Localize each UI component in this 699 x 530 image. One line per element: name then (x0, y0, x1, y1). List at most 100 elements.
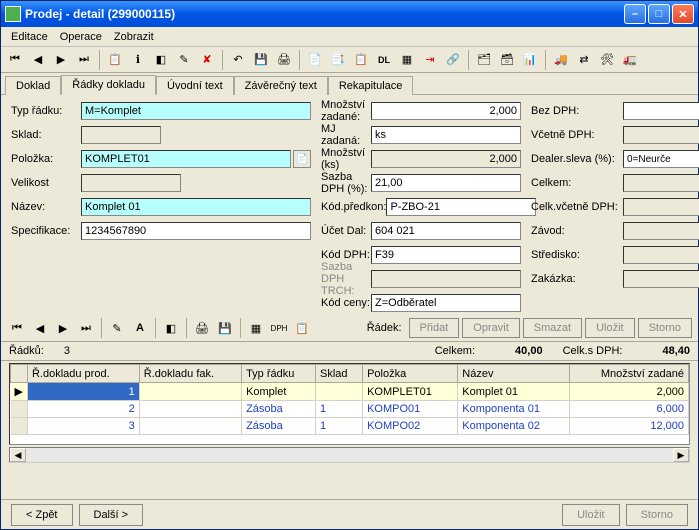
lbl-celk-vcetne-dph: Celk.včetně DPH: (531, 201, 623, 213)
grid-icon[interactable]: ▦ (397, 50, 417, 70)
tool3-icon[interactable]: 📊 (520, 50, 540, 70)
dl-icon[interactable]: DL (374, 50, 394, 70)
velikost-field[interactable] (81, 174, 181, 192)
delete-icon[interactable]: ✘ (197, 50, 217, 70)
menu-zobrazit[interactable]: Zobrazit (108, 29, 160, 45)
toolbar: ⏮ ◀ ▶ ⏭ 📋 ℹ ◧ ✎ ✘ ↶ 💾 🖨 📄 📑 📋 DL ▦ ⇥ 🔗 🗂… (1, 47, 698, 73)
row-eraser-icon[interactable]: ◧ (161, 318, 181, 338)
typ-radku-field[interactable] (81, 102, 311, 120)
grid[interactable]: Ř.dokladu prod.Ř.dokladu fak.Typ řádkuSk… (9, 363, 690, 445)
print-icon[interactable]: 🖨 (274, 50, 294, 70)
row-nav-next-icon[interactable]: ▶ (53, 318, 73, 338)
minimize-button[interactable]: – (624, 4, 646, 24)
sazba-dph-trch-field (371, 270, 521, 288)
row-doc-icon[interactable]: 📋 (292, 318, 312, 338)
doc3-icon[interactable]: 📋 (351, 50, 371, 70)
summary-bar: Řádků: 3 Celkem: 40,00 Celk.s DPH: 48,40 (1, 341, 698, 361)
ulozit-row-button[interactable]: Uložit (585, 318, 635, 338)
polozka-lookup-button[interactable]: 📄 (293, 150, 311, 168)
row-nav-first-icon[interactable]: ⏮ (7, 318, 27, 338)
grid-col-3[interactable]: Sklad (315, 365, 362, 383)
tool1-icon[interactable]: 🗂 (474, 50, 494, 70)
eraser-icon[interactable]: ◧ (151, 50, 171, 70)
menu-editace[interactable]: Editace (5, 29, 54, 45)
scroll-right-icon[interactable]: ▶ (673, 448, 689, 462)
tool4-icon[interactable]: 🚚 (551, 50, 571, 70)
zavod-field[interactable] (623, 222, 699, 240)
nazev-field[interactable] (81, 198, 311, 216)
ucet-dal-field[interactable] (371, 222, 521, 240)
table-row[interactable]: 3Zásoba1KOMPO02Komponenta 0212,000 (11, 418, 689, 435)
nav-prev-icon[interactable]: ◀ (28, 50, 48, 70)
dealer-sleva-select[interactable] (623, 150, 699, 168)
smazat-button[interactable]: Smazat (523, 318, 582, 338)
tool2-icon[interactable]: 🗃 (497, 50, 517, 70)
sazba-dph-field[interactable] (371, 174, 521, 192)
link-icon[interactable]: 🔗 (443, 50, 463, 70)
table-row[interactable]: 2Zásoba1KOMPO01Komponenta 016,000 (11, 401, 689, 418)
tool7-icon[interactable]: 🚛 (620, 50, 640, 70)
pridat-button[interactable]: Přidat (409, 318, 460, 338)
polozka-field[interactable] (81, 150, 291, 168)
grid-col-4[interactable]: Položka (363, 365, 458, 383)
doc1-icon[interactable]: 📄 (305, 50, 325, 70)
row-nav-last-icon[interactable]: ⏭ (76, 318, 96, 338)
maximize-button[interactable]: □ (648, 4, 670, 24)
menu-operace[interactable]: Operace (54, 29, 108, 45)
ulozit-button[interactable]: Uložit (562, 504, 620, 526)
kod-dph-field[interactable] (371, 246, 521, 264)
row-grid-icon[interactable]: ▦ (246, 318, 266, 338)
nav-first-icon[interactable]: ⏮ (5, 50, 25, 70)
lbl-zavod: Závod: (531, 225, 623, 237)
mnozstvi-zadane-field[interactable] (371, 102, 521, 120)
tab-radky-dokladu[interactable]: Řádky dokladu (61, 75, 156, 95)
nav-last-icon[interactable]: ⏭ (74, 50, 94, 70)
grid-col-1[interactable]: Ř.dokladu fak. (139, 365, 241, 383)
table-row[interactable]: ▶1KompletKOMPLET01Komplet 012,000 (11, 383, 689, 401)
nav-next-icon[interactable]: ▶ (51, 50, 71, 70)
lbl-velikost: Velikost (11, 177, 81, 189)
opravit-button[interactable]: Opravit (462, 318, 519, 338)
sklad-field[interactable] (81, 126, 161, 144)
stredisko-field[interactable] (623, 246, 699, 264)
tab-bar: Doklad Řádky dokladu Úvodní text Závěreč… (1, 73, 698, 95)
tab-rekapitulace[interactable]: Rekapitulace (328, 76, 414, 95)
doc2-icon[interactable]: 📑 (328, 50, 348, 70)
mj-zadana-field[interactable] (371, 126, 521, 144)
grid-col-2[interactable]: Typ řádku (242, 365, 316, 383)
bez-dph-field[interactable] (623, 102, 699, 120)
export-icon[interactable]: ⇥ (420, 50, 440, 70)
undo-icon[interactable]: ↶ (228, 50, 248, 70)
row-edit-icon[interactable]: ✎ (107, 318, 127, 338)
tool6-icon[interactable]: 🛠 (597, 50, 617, 70)
storno-row-button[interactable]: Storno (638, 318, 692, 338)
row-dph-icon[interactable]: DPH (269, 318, 289, 338)
tool5-icon[interactable]: ⇄ (574, 50, 594, 70)
close-button[interactable]: ✕ (672, 4, 694, 24)
tab-doklad[interactable]: Doklad (5, 76, 61, 95)
row-text-icon[interactable]: A (130, 318, 150, 338)
row-nav-prev-icon[interactable]: ◀ (30, 318, 50, 338)
row-print-icon[interactable]: 🖨 (192, 318, 212, 338)
scroll-left-icon[interactable]: ◀ (10, 448, 26, 462)
row-save-icon[interactable]: 💾 (215, 318, 235, 338)
storno-button[interactable]: Storno (626, 504, 688, 526)
lbl-celkem: Celkem: (531, 177, 623, 189)
lbl-nazev: Název: (11, 201, 81, 213)
zakazka-field[interactable] (623, 270, 699, 288)
grid-hscroll[interactable]: ◀ ▶ (9, 447, 690, 463)
info-icon[interactable]: ℹ (128, 50, 148, 70)
tab-zaverecny-text[interactable]: Závěrečný text (234, 76, 328, 95)
specifikace-field[interactable] (81, 222, 311, 240)
pencil-icon[interactable]: ✎ (174, 50, 194, 70)
grid-col-6[interactable]: Množství zadané (570, 365, 689, 383)
tab-uvodni-text[interactable]: Úvodní text (156, 76, 234, 95)
grid-col-0[interactable]: Ř.dokladu prod. (27, 365, 139, 383)
edit-icon[interactable]: 📋 (105, 50, 125, 70)
kod-predkon-field[interactable] (386, 198, 536, 216)
dalsi-button[interactable]: Další > (79, 504, 144, 526)
grid-col-5[interactable]: Název (458, 365, 570, 383)
kod-ceny-field[interactable] (371, 294, 521, 312)
zpet-button[interactable]: < Zpět (11, 504, 73, 526)
save-icon[interactable]: 💾 (251, 50, 271, 70)
